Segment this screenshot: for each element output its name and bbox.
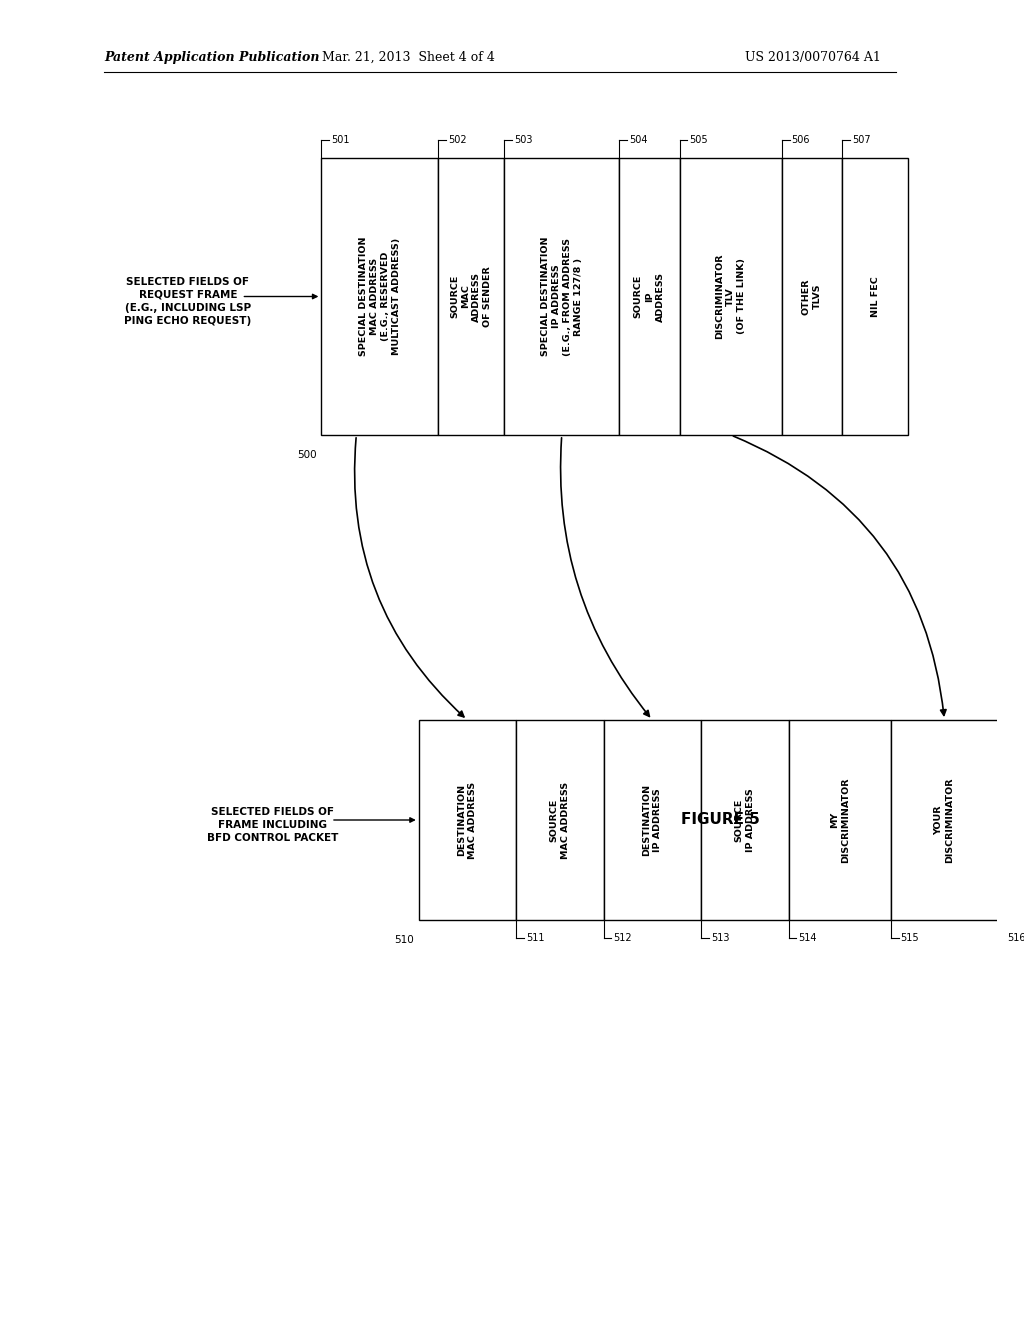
FancyArrowPatch shape — [733, 436, 946, 715]
Text: DESTINATION
MAC ADDRESS: DESTINATION MAC ADDRESS — [458, 781, 477, 858]
Bar — [701, 719, 788, 920]
Text: 511: 511 — [525, 933, 544, 942]
Text: Patent Application Publication: Patent Application Publication — [104, 50, 319, 63]
Bar — [505, 158, 620, 436]
Text: FIGURE 5: FIGURE 5 — [681, 813, 760, 828]
Bar — [788, 719, 891, 920]
Text: 514: 514 — [799, 933, 817, 942]
Bar — [438, 158, 505, 436]
Text: SPECIAL DESTINATION
MAC ADDRESS
(E.G., RESERVED
MULTICAST ADDRESS): SPECIAL DESTINATION MAC ADDRESS (E.G., R… — [358, 236, 400, 356]
Text: 512: 512 — [613, 933, 632, 942]
Bar — [419, 719, 516, 920]
Bar — [781, 158, 842, 436]
Text: 506: 506 — [792, 135, 810, 145]
Text: 500: 500 — [297, 450, 316, 459]
Text: 513: 513 — [711, 933, 729, 942]
Text: 502: 502 — [447, 135, 467, 145]
Text: 515: 515 — [900, 933, 920, 942]
Text: Mar. 21, 2013  Sheet 4 of 4: Mar. 21, 2013 Sheet 4 of 4 — [323, 50, 496, 63]
Bar — [322, 158, 438, 436]
Text: 516: 516 — [1008, 933, 1024, 942]
Text: US 2013/0070764 A1: US 2013/0070764 A1 — [744, 50, 881, 63]
Text: 503: 503 — [514, 135, 532, 145]
Bar — [680, 158, 781, 436]
Text: SOURCE
MAC
ADDRESS
OF SENDER: SOURCE MAC ADDRESS OF SENDER — [451, 267, 493, 327]
Text: SELECTED FIELDS OF
REQUEST FRAME
(E.G., INCLUDING LSP
PING ECHO REQUEST): SELECTED FIELDS OF REQUEST FRAME (E.G., … — [124, 277, 252, 326]
Text: SOURCE
IP
ADDRESS: SOURCE IP ADDRESS — [634, 272, 665, 322]
Text: 504: 504 — [629, 135, 647, 145]
Text: MY
DISCRIMINATOR: MY DISCRIMINATOR — [829, 777, 850, 863]
Text: SOURCE
IP ADDRESS: SOURCE IP ADDRESS — [735, 788, 755, 851]
Text: DISCRIMINATOR
TLV
(OF THE LINK): DISCRIMINATOR TLV (OF THE LINK) — [715, 253, 746, 339]
Bar — [620, 158, 680, 436]
Bar — [603, 719, 701, 920]
Text: SELECTED FIELDS OF
FRAME INCLUDING
BFD CONTROL PACKET: SELECTED FIELDS OF FRAME INCLUDING BFD C… — [207, 807, 338, 843]
FancyArrowPatch shape — [354, 438, 464, 717]
Text: DESTINATION
IP ADDRESS: DESTINATION IP ADDRESS — [642, 784, 663, 857]
Bar — [842, 158, 908, 436]
Text: YOUR
DISCRIMINATOR: YOUR DISCRIMINATOR — [934, 777, 954, 863]
Text: OTHER
TLVS: OTHER TLVS — [802, 279, 822, 314]
Text: NIL FEC: NIL FEC — [870, 276, 880, 317]
Text: 507: 507 — [852, 135, 870, 145]
FancyArrowPatch shape — [560, 438, 649, 717]
Text: 510: 510 — [394, 935, 414, 945]
Text: 501: 501 — [331, 135, 349, 145]
Text: SPECIAL DESTINATION
IP ADDRESS
(E.G., FROM ADDRESS
RANGE 127/8 ): SPECIAL DESTINATION IP ADDRESS (E.G., FR… — [541, 236, 583, 356]
Bar — [891, 719, 998, 920]
Text: 505: 505 — [689, 135, 708, 145]
Bar — [516, 719, 603, 920]
Text: SOURCE
MAC ADDRESS: SOURCE MAC ADDRESS — [550, 781, 570, 858]
